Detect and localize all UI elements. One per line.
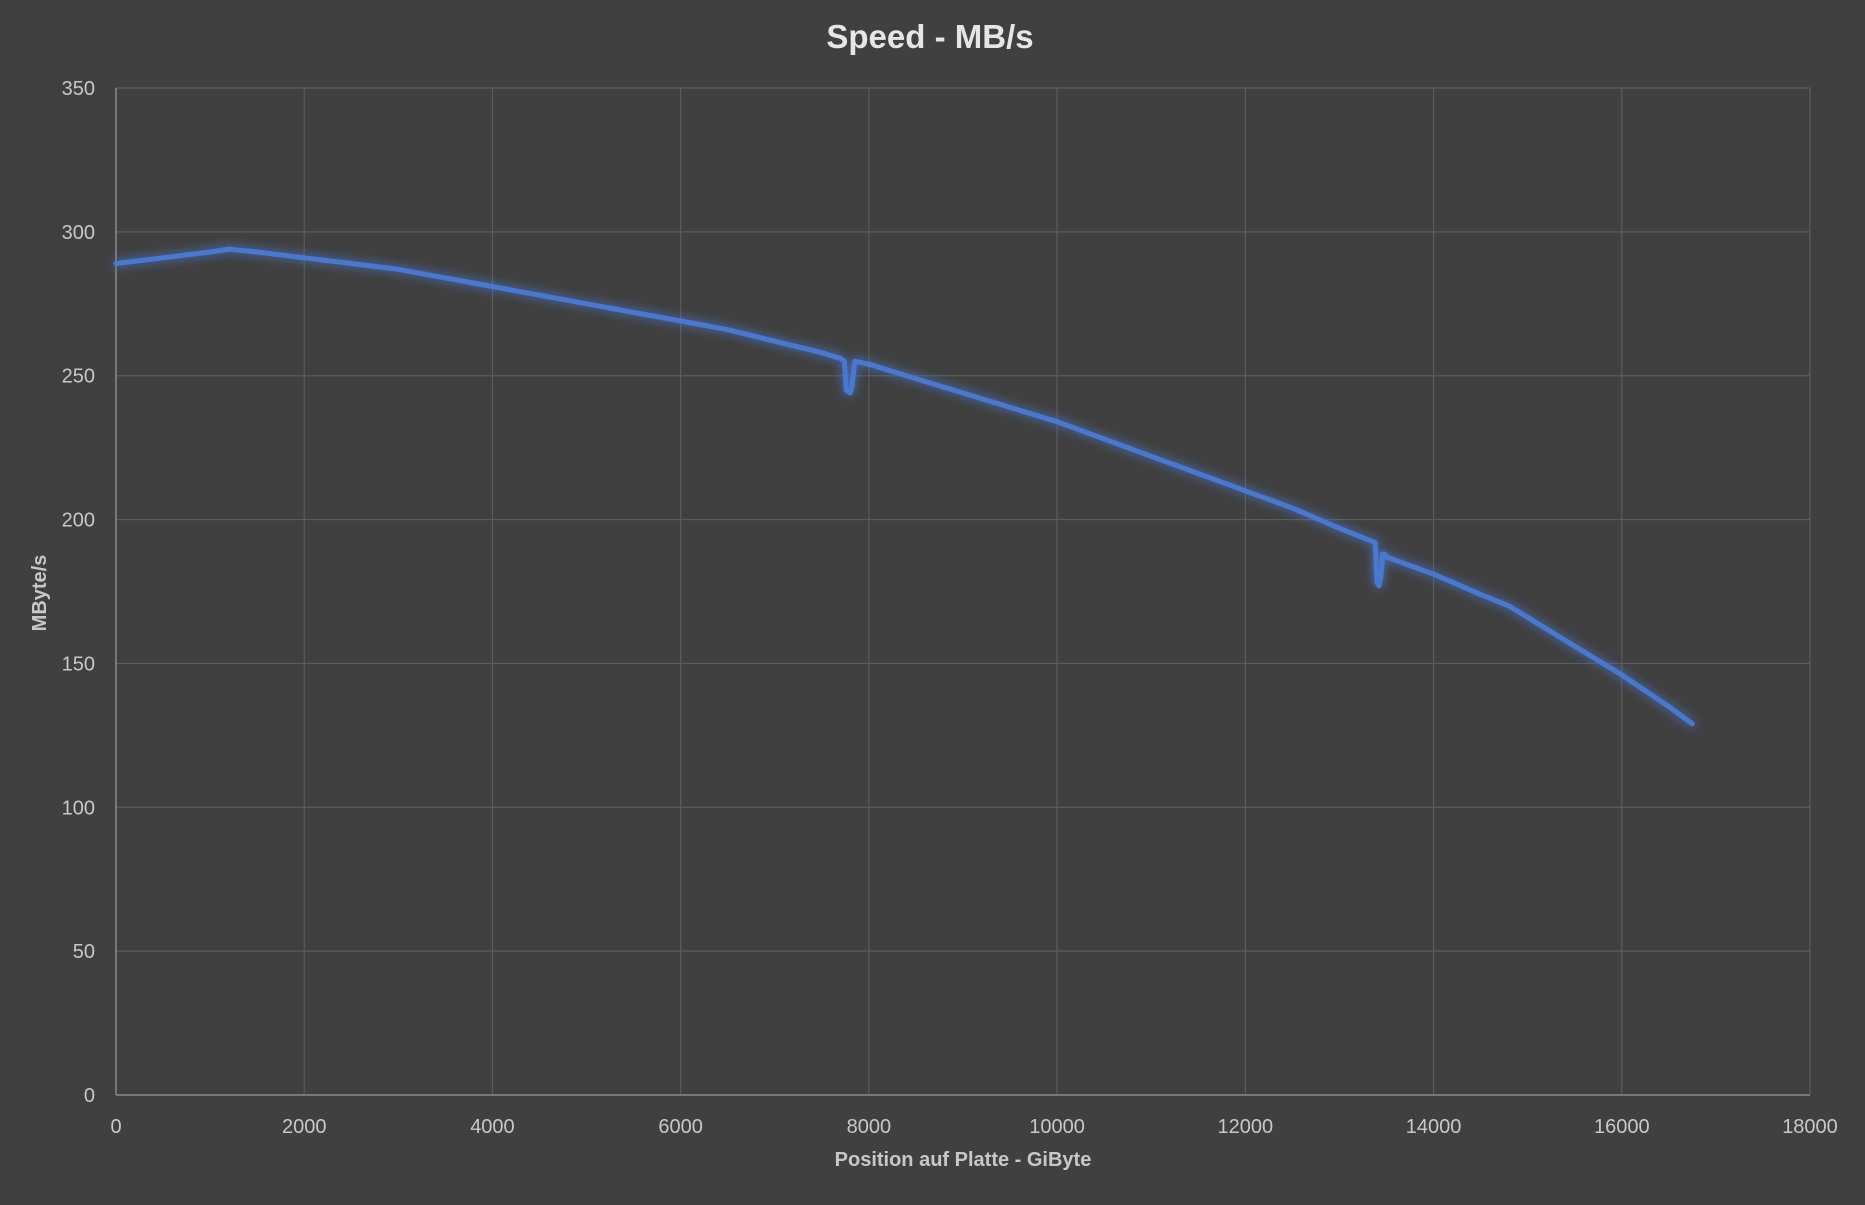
chart-title: Speed - MB/s xyxy=(826,18,1033,55)
y-axis-label: MByte/s xyxy=(29,555,51,632)
x-axis-label: Position auf Platte - GiByte xyxy=(835,1149,1092,1171)
gridlines xyxy=(116,87,1811,1095)
y-tick-label: 250 xyxy=(62,366,95,388)
x-tick-label: 18000 xyxy=(1782,1116,1838,1138)
series-line-1 xyxy=(113,246,1695,727)
y-tick-label: 350 xyxy=(62,78,95,100)
y-tick-label: 50 xyxy=(73,941,95,963)
y-tick-label: 150 xyxy=(62,653,95,675)
x-tick-label: 8000 xyxy=(847,1116,892,1138)
x-tick-label: 4000 xyxy=(470,1116,515,1138)
series-layer xyxy=(113,246,1695,727)
y-tick-label: 300 xyxy=(62,222,95,244)
y-tick-label: 200 xyxy=(62,510,95,532)
x-tick-label: 12000 xyxy=(1218,1116,1274,1138)
x-tick-label: 16000 xyxy=(1594,1116,1650,1138)
y-tick-label: 100 xyxy=(62,797,95,819)
x-tick-label: 14000 xyxy=(1406,1116,1462,1138)
x-tick-label: 0 xyxy=(110,1116,121,1138)
x-tick-label: 2000 xyxy=(282,1116,327,1138)
tick-labels: 0 50 100 150 200 250 300 350 0 2000 4000 6000 8000 10… xyxy=(62,78,1838,1138)
x-tick-label: 6000 xyxy=(658,1116,703,1138)
axes xyxy=(115,88,1810,1096)
x-tick-label: 10000 xyxy=(1029,1116,1085,1138)
y-tick-label: 0 xyxy=(84,1085,95,1107)
